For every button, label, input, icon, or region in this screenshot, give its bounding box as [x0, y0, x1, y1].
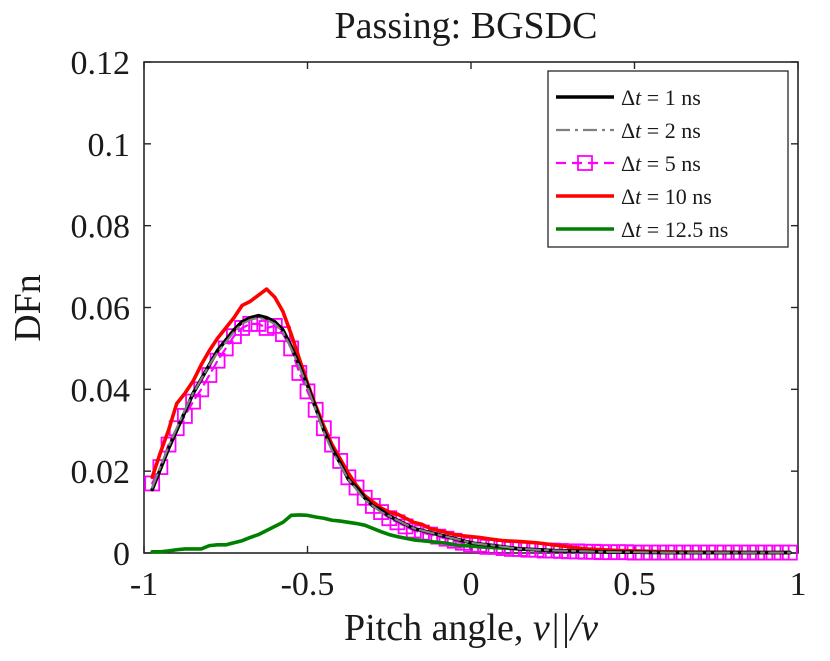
y-tick-label: 0.1	[88, 127, 131, 164]
x-axis-label: Pitch angle, v||/v	[344, 607, 598, 649]
legend-box	[547, 70, 789, 248]
legend-entry-1-value: = 1 ns	[641, 85, 700, 110]
legend-entry-2-label: Δt = 2 ns	[621, 118, 701, 143]
legend-entry-2: Δt = 2 ns	[556, 118, 701, 143]
series--5-ns-marker	[152, 459, 169, 475]
series--5-ns-marker	[356, 489, 373, 506]
y-tick-label: 0.04	[71, 372, 131, 409]
y-axis-label: DFn	[7, 274, 49, 342]
x-axis-label-text: Pitch angle,	[344, 607, 533, 649]
series--5-ns-marker	[258, 320, 275, 336]
series--5-ns-marker	[266, 318, 283, 334]
legend-entry-4-delta: Δ	[621, 184, 635, 209]
legend-entry-3-var: t	[635, 151, 642, 176]
legend-entry-5: Δt = 12.5 ns	[556, 217, 728, 242]
series--2-ns-line	[151, 316, 791, 554]
legend-entry-5-delta: Δ	[621, 217, 635, 242]
legend-entry-3-delta: Δ	[621, 151, 635, 176]
series--5-ns-marker	[315, 420, 332, 437]
legend-entry-3-value: = 5 ns	[641, 151, 700, 176]
y-tick-label: 0.06	[71, 291, 131, 328]
legend-entry-2-var: t	[635, 118, 642, 143]
legend-entry-3: Δt = 5 ns	[556, 151, 701, 176]
legend-entry-1-delta: Δ	[621, 85, 635, 110]
legend-entry-2-value: = 2 ns	[641, 118, 700, 143]
series--5-ns-marker	[283, 340, 300, 357]
legend-entry-4-var: t	[635, 184, 642, 209]
series--10-ns-line	[150, 287, 792, 555]
x-tick-label: 0	[463, 566, 480, 603]
y-tick-label: 0.08	[71, 209, 131, 246]
y-tick-label: 0.02	[71, 454, 131, 491]
legend-entry-1: Δt = 1 ns	[556, 85, 701, 110]
legend-entry-3-marker	[577, 155, 593, 171]
legend-entry-3-label: Δt = 5 ns	[621, 151, 701, 176]
legend-entry-4-value: = 10 ns	[641, 184, 711, 209]
chart-title: Passing: BGSDC	[335, 5, 598, 47]
y-tick-label: 0	[113, 536, 130, 573]
x-axis-label-math: v||/v	[533, 607, 598, 649]
series--5-ns-marker	[332, 453, 349, 469]
axis-ticks: -1 -0.5 0 0.5 1 0 0.02 0.04 0.06 0.08 0.1 0.12	[71, 45, 807, 603]
x-tick-label: 1	[790, 566, 807, 603]
x-tick-label: -0.5	[281, 566, 335, 603]
legend-entry-5-var: t	[635, 217, 642, 242]
legend-entry-5-label: Δt = 12.5 ns	[621, 217, 728, 242]
legend-entry-5-value: = 12.5 ns	[641, 217, 728, 242]
legend-entry-2-delta: Δ	[621, 118, 635, 143]
y-tick-label: 0.12	[71, 45, 131, 82]
legend-entry-4: Δt = 10 ns	[556, 184, 712, 209]
legend-entry-1-label: Δt = 1 ns	[621, 85, 701, 110]
series--5-ns-marker	[348, 479, 365, 496]
legend-entry-4-label: Δt = 10 ns	[621, 184, 712, 209]
x-tick-label: -1	[130, 566, 158, 603]
series-layer	[144, 287, 798, 561]
x-tick-label: 0.5	[613, 566, 656, 603]
legend-entry-1-var: t	[635, 85, 642, 110]
